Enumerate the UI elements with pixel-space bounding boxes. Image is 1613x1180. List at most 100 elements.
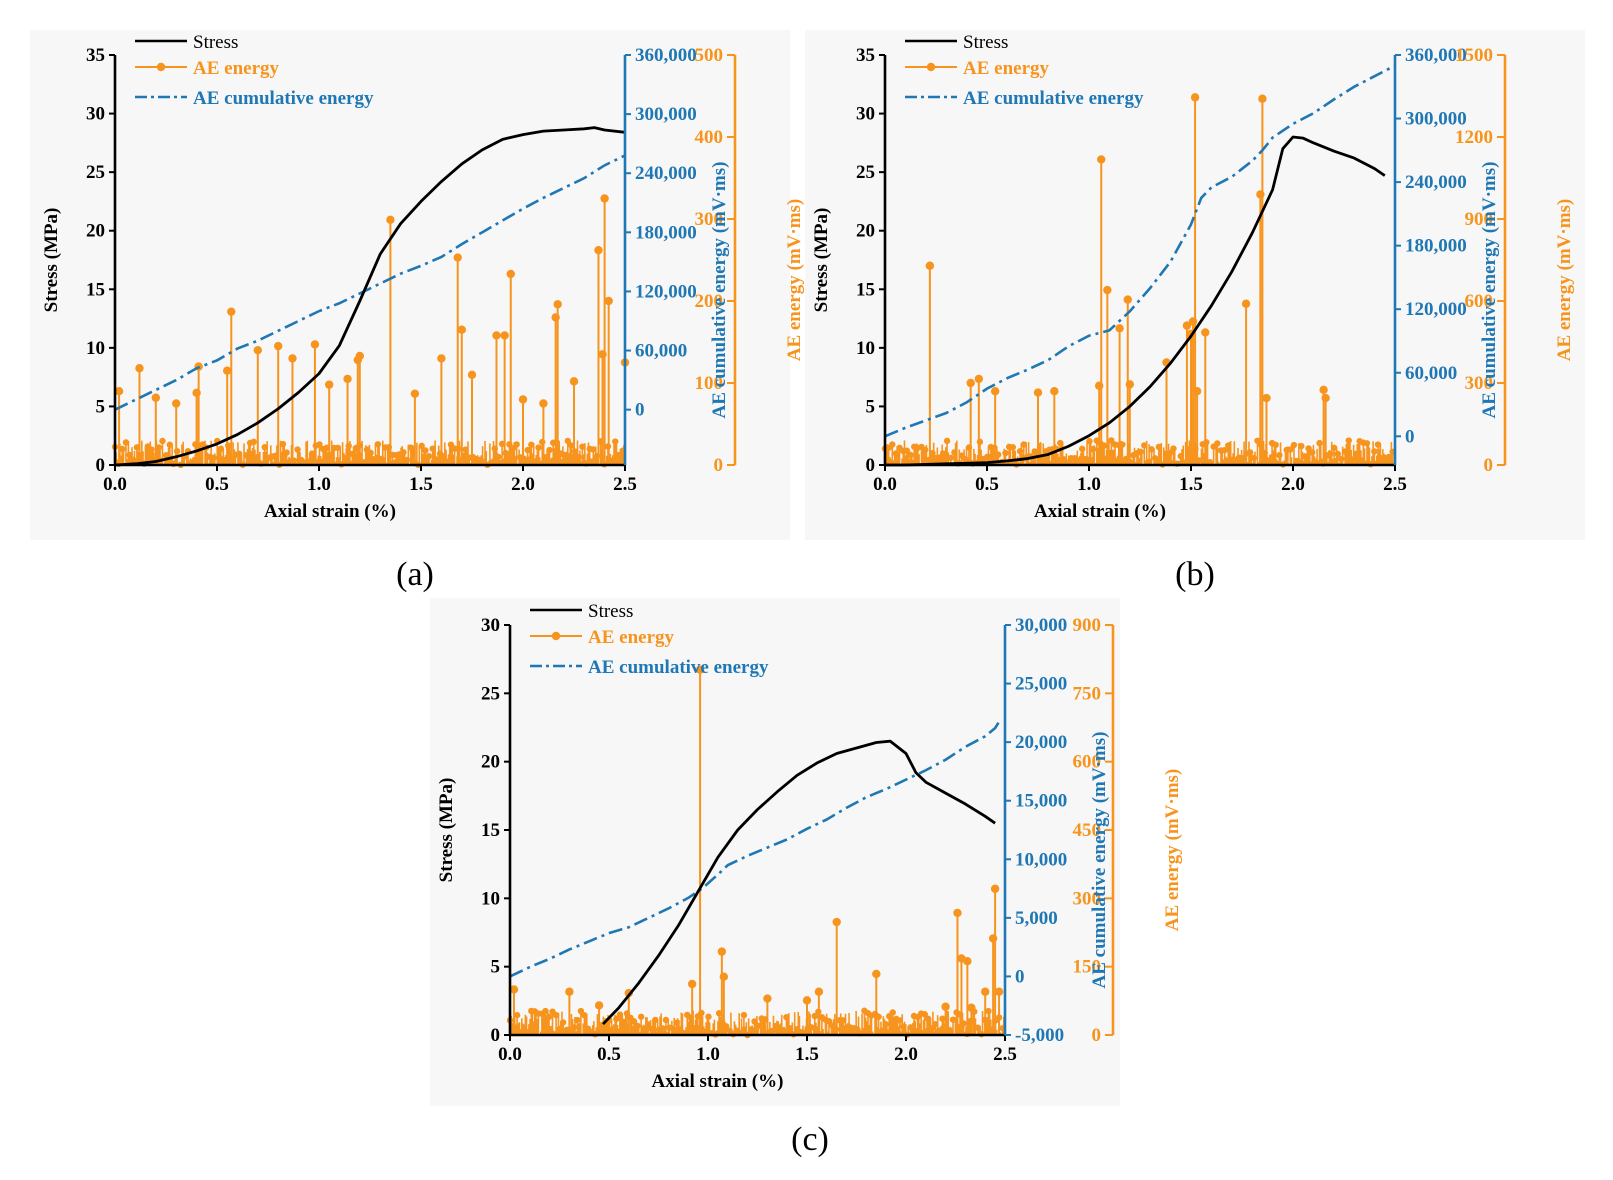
y-right1-tick-label: 240,000 (1405, 172, 1467, 193)
y-right1-tick-label: 0 (1015, 966, 1025, 987)
x-tick-label: 1.0 (307, 474, 331, 495)
ae-energy-floor-point (940, 450, 947, 457)
ae-energy-floor-point (159, 437, 166, 445)
y-left-tick-label: 15 (86, 279, 105, 300)
ae-energy-floor-point (1089, 445, 1097, 453)
ae-energy-point (453, 253, 462, 262)
ae-energy-point (223, 366, 232, 375)
x-tick-label: 1.5 (409, 474, 433, 495)
ae-energy-floor-point (528, 441, 535, 448)
ae-energy-point (151, 393, 160, 402)
y-left-tick-label: 20 (86, 221, 105, 242)
ae-energy-floor-point (334, 444, 341, 451)
ae-energy-point (1192, 387, 1202, 396)
ae-energy-floor-point (425, 453, 433, 460)
panel-c-plot: 0.0 0.5 1.0 1.5 2.0 2.5 0 5 10 15 20 25 30 -5,000 0 5,0… (436, 601, 1183, 1092)
ae-energy-floor-point (166, 441, 173, 448)
ae-energy-floor-point (1334, 450, 1341, 458)
ae-energy-floor-point (1100, 442, 1108, 449)
ae-energy-floor-point (1170, 445, 1177, 452)
y-right1-tick-label: 15,000 (1015, 791, 1067, 812)
y-left-tick-label: 15 (856, 279, 875, 300)
ae-energy-point (1125, 380, 1135, 389)
ae-energy-floor-point (1148, 446, 1155, 453)
legend: Stress AE energy AE cumulative energy (905, 32, 1144, 109)
panel-b-label: (b) (1175, 556, 1215, 593)
y-left-tick-label: 30 (86, 104, 105, 125)
ae-energy-floor-point (513, 441, 520, 448)
y-right1-tick-label: 300,000 (1405, 109, 1467, 130)
x-tick-label: 1.5 (795, 1044, 819, 1065)
ae-energy-floor-point (577, 1007, 585, 1015)
ae-energy-series (111, 194, 630, 469)
y-left-tick-label: 20 (856, 221, 875, 242)
y-left-tick-label: 30 (856, 104, 875, 125)
panel-a-plot: 0.0 0.5 1.0 1.5 2.0 2.5 0 5 10 15 20 25 30 35 0 60,000 1… (41, 32, 805, 522)
ae-energy-floor-point (976, 438, 984, 446)
ae-energy-point (310, 340, 320, 349)
ae-energy-floor-point (1119, 441, 1126, 448)
ae-energy-floor-point (1214, 440, 1221, 447)
x-tick-label: 0.5 (597, 1044, 621, 1065)
x-tick-label: 2.5 (1383, 474, 1407, 495)
y-right1-tick-label: 300,000 (635, 104, 697, 125)
y-right1-axis-title: AE cumulative energy (mV·ms) (1479, 162, 1500, 419)
ae-energy-floor-point (907, 451, 914, 459)
ae-energy-point (1115, 324, 1124, 333)
ae-energy-point (565, 987, 574, 996)
ae-energy-point (1033, 388, 1043, 397)
legend-ae-energy-marker (551, 631, 561, 641)
panel-a-label: (a) (396, 556, 434, 593)
legend-ae-energy-marker (156, 62, 166, 72)
x-tick-label: 0.0 (498, 1044, 522, 1065)
ae-energy-point (500, 331, 509, 340)
ae-energy-point (872, 969, 881, 979)
ae-energy-point (719, 972, 729, 981)
ae-energy-floor-point (1221, 447, 1228, 454)
ae-energy-floor-point (1152, 455, 1159, 462)
ae-energy-series (881, 93, 1396, 468)
legend-ae-energy-label: AE energy (963, 58, 1050, 79)
ae-energy-floor-point (1363, 440, 1371, 447)
ae-energy-floor-point (418, 442, 425, 450)
ae-energy-point (492, 331, 501, 340)
ae-energy-point (553, 300, 562, 309)
ae-energy-floor-point (308, 450, 316, 457)
panel-c-label: (c) (791, 1121, 829, 1158)
y-right1-tick-label: 360,000 (635, 45, 697, 66)
ae-energy-point (925, 261, 935, 270)
ae-energy-floor-point (637, 1013, 645, 1020)
legend-stress-label: Stress (193, 32, 238, 53)
y-right2-tick-label: 100 (695, 373, 724, 394)
y-right2-tick-label: 600 (1073, 752, 1102, 773)
ae-energy-point (695, 665, 705, 674)
y-right2-axis-title: AE energy (mV·ms) (1554, 199, 1575, 362)
legend-stress-label: Stress (588, 601, 633, 622)
x-tick-label: 1.5 (1179, 474, 1203, 495)
y-right1-tick-label: 180,000 (1405, 236, 1467, 257)
y-left-axis-title: Stress (MPa) (436, 778, 457, 883)
y-left-tick-label: 10 (856, 338, 875, 359)
ae-energy-floor-point (921, 446, 929, 454)
y-left-tick-label: 30 (481, 615, 500, 636)
x-axis-title: Axial strain (%) (652, 1071, 784, 1092)
ae-energy-point (1182, 321, 1192, 330)
y-left-tick-label: 35 (856, 45, 875, 66)
ae-energy-point (967, 1003, 976, 1012)
x-tick-label: 2.0 (1281, 474, 1305, 495)
ae-energy-floor-point (570, 1024, 577, 1031)
ae-energy-floor-point (283, 449, 290, 456)
legend-ae-energy-label: AE energy (193, 58, 280, 79)
panel-b: 0.0 0.5 1.0 1.5 2.0 2.5 0 5 10 15 20 25 30 35 0 60,000 1… (805, 30, 1585, 593)
ae-energy-floor-point (122, 439, 130, 446)
ae-energy-floor-point (1298, 442, 1305, 450)
legend: Stress AE energy AE cumulative energy (530, 601, 769, 678)
y-left-tick-label: 15 (481, 820, 500, 841)
ae-energy-floor-point (1020, 441, 1027, 448)
ae-energy-point (802, 996, 812, 1005)
panel-c: 0.0 0.5 1.0 1.5 2.0 2.5 0 5 10 15 20 25 30 -5,000 0 5,0… (430, 598, 1183, 1158)
ae-energy-floor-point (539, 438, 546, 446)
ae-energy-floor-point (994, 451, 1002, 458)
ae-energy-point (1190, 93, 1200, 102)
ae-cumulative-line (114, 154, 626, 411)
